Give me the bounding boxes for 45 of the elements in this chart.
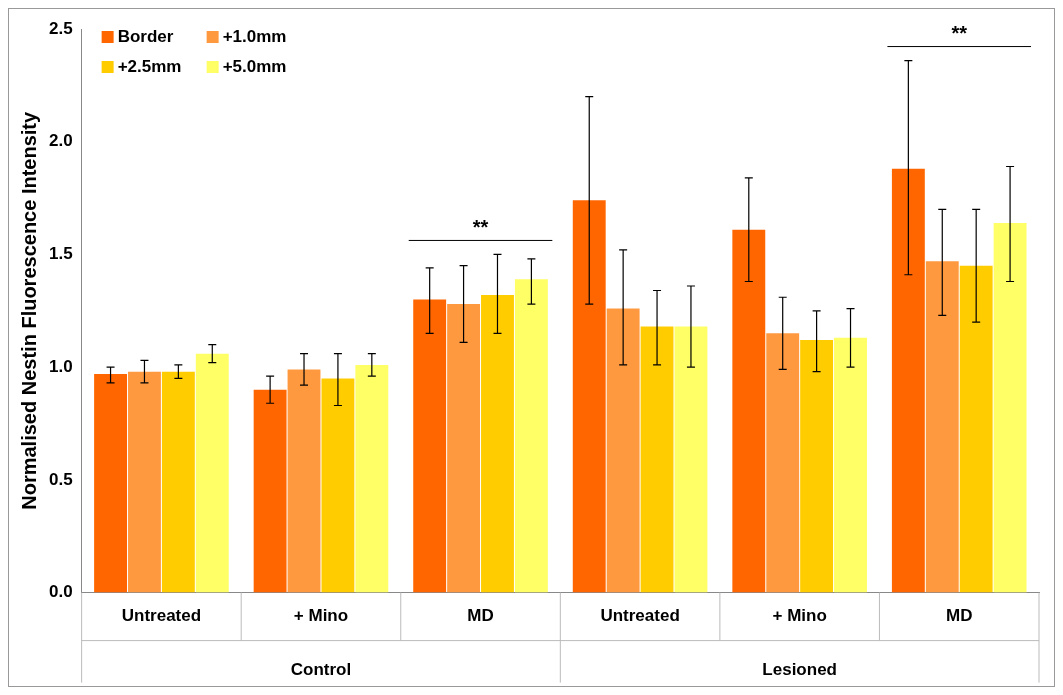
bar [732,229,766,593]
x-tick-label: Untreated [600,606,680,626]
legend-label: +1.0mm [222,26,287,46]
bar [572,200,606,593]
bar [287,369,321,593]
bar [355,364,389,593]
bar [606,308,640,593]
y-axis-title: Normalised Nestin Fluorescence Intensity [17,110,40,510]
bar [253,389,287,593]
x-tick-label: + Mino [293,606,349,626]
bar [959,265,993,593]
text: Control [290,660,352,680]
legend-label: +2.5mm [117,56,182,76]
y-tick-label: 2.0 [48,131,73,151]
bar [925,261,959,593]
y-tick-label: 0.5 [48,469,73,489]
bar [834,337,867,593]
bar [481,295,514,593]
annotation: ** [951,22,968,45]
y-tick-label: 1.0 [48,356,73,376]
bar [128,371,161,593]
bar [195,353,229,593]
bar [447,304,481,593]
x-tick-label: + Mino [772,606,827,626]
bar [891,168,925,593]
bar [94,373,127,593]
x-tick-label: MD [945,606,973,626]
bar [161,371,195,593]
legend-label: Border [117,26,174,46]
legend-label: +5.0mm [222,56,287,76]
bar [321,378,355,593]
annotation: ** [472,215,489,238]
y-tick-label: 1.5 [48,244,73,264]
y-tick-label: 0.0 [48,582,73,602]
bar [413,299,447,593]
x-tick-label: Untreated [121,606,202,626]
bar [640,326,674,593]
bar [800,340,834,593]
bar [514,279,548,593]
x-tick-label: MD [467,606,494,626]
text: Lesioned [762,660,837,680]
bar [993,222,1027,593]
y-tick-label: 2.5 [48,18,73,38]
bar [766,333,800,593]
bar [674,326,708,593]
